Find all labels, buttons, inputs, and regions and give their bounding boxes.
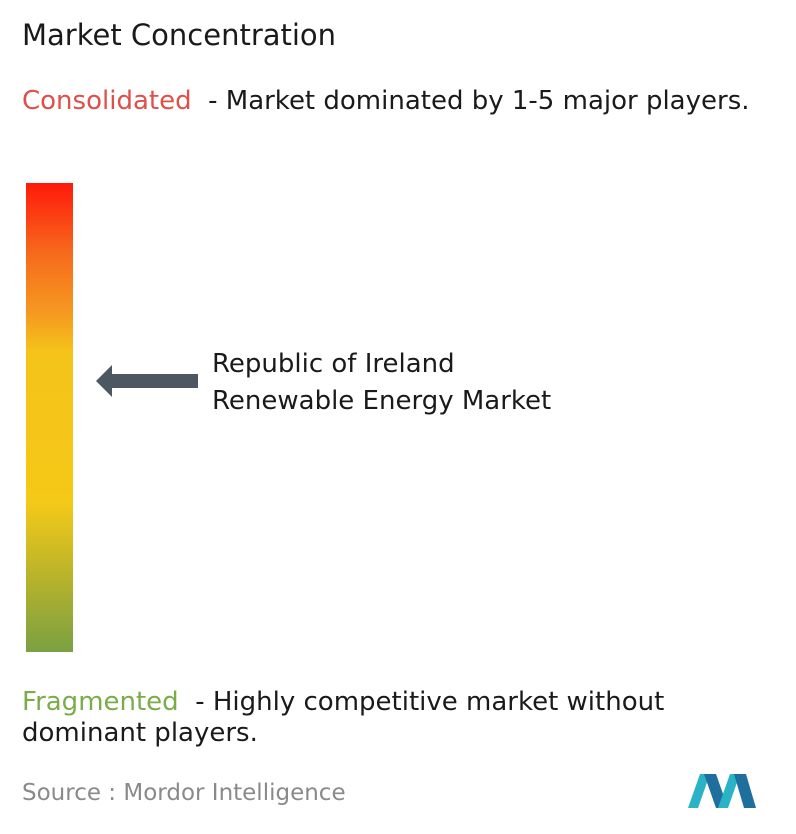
source: Source : Mordor Intelligence [22,780,346,806]
consolidated-text: Consolidated - Market dominated by 1-5 m… [22,86,792,117]
marker-line: Renewable Energy Market [212,386,552,416]
logo [688,774,756,808]
concentration-scale [26,183,73,652]
fragmented-label: Fragmented [22,687,179,717]
consolidated-description: - Market dominated by 1-5 major players. [208,86,750,116]
logo-part [734,774,756,808]
fragmented-description: - Highly competitive market without domi… [22,687,665,748]
arrow-shaft [108,374,198,388]
logo-part [688,774,710,808]
source-label: Source : [22,780,117,806]
arrow-head [96,365,112,397]
source-name: Mordor Intelligence [123,780,346,806]
marker-label: Republic of Ireland Renewable Energy Mar… [212,346,551,420]
fragmented-text: Fragmented - Highly competitive market w… [22,687,792,749]
logo-part [718,774,740,808]
arrow [96,365,198,397]
consolidated-label: Consolidated [22,86,192,116]
marker-line: Republic of Ireland [212,349,455,379]
title: Market Concentration [22,18,337,52]
